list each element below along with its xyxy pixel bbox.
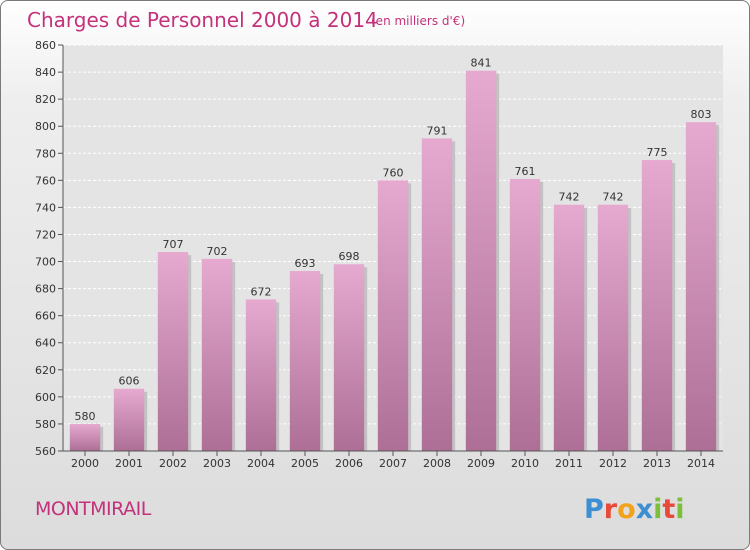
bar: [553, 204, 585, 451]
data-label: 742: [559, 191, 580, 204]
bar: [421, 138, 453, 451]
data-label: 803: [691, 108, 712, 121]
bar: [685, 122, 717, 451]
y-tick-label: 760: [35, 174, 56, 187]
city-name: MONTMIRAIL: [35, 498, 152, 520]
data-label: 606: [119, 375, 140, 388]
bar: [509, 178, 541, 452]
y-tick-label: 600: [35, 391, 56, 404]
chart-title: Charges de Personnel 2000 à 2014: [27, 8, 378, 32]
bars: [69, 70, 720, 452]
y-tick-label: 680: [35, 283, 56, 296]
y-tick-label: 860: [35, 39, 56, 52]
x-tick-label: 2005: [291, 457, 319, 470]
data-label: 707: [163, 238, 184, 251]
x-tick-label: 2009: [467, 457, 495, 470]
y-tick-label: 780: [35, 147, 56, 160]
logo-letter: r: [604, 494, 618, 525]
x-tick-label: 2007: [379, 457, 407, 470]
x-tick-label: 2008: [423, 457, 451, 470]
y-tick-label: 560: [35, 445, 56, 458]
data-label: 698: [339, 250, 360, 263]
x-tick-label: 2014: [687, 457, 715, 470]
bar: [113, 388, 145, 451]
logo-letter: P: [584, 494, 604, 525]
x-tick-label: 2010: [511, 457, 539, 470]
data-label: 693: [295, 257, 316, 270]
data-label: 742: [603, 191, 624, 204]
data-label: 580: [75, 410, 96, 423]
y-tick-label: 660: [35, 310, 56, 323]
y-tick-label: 800: [35, 120, 56, 133]
x-tick-label: 2000: [71, 457, 99, 470]
logo-letter: o: [617, 494, 636, 525]
y-tick-label: 580: [35, 418, 56, 431]
x-tick-label: 2006: [335, 457, 363, 470]
bar: [333, 264, 365, 451]
bar: [245, 299, 277, 451]
y-tick-label: 620: [35, 364, 56, 377]
bar: [465, 70, 497, 452]
bar: [377, 180, 409, 452]
data-label: 841: [471, 57, 492, 70]
y-tick-label: 700: [35, 256, 56, 269]
logo-letter: x: [636, 494, 653, 525]
x-tick-label: 2004: [247, 457, 275, 470]
proxiti-logo: Proxiti: [584, 494, 685, 525]
x-tick-label: 2001: [115, 457, 143, 470]
y-tick-label: 640: [35, 337, 56, 350]
bar: [641, 160, 673, 452]
logo-letter: i: [675, 494, 684, 525]
y-tick-label: 740: [35, 201, 56, 214]
bar: [157, 252, 189, 451]
x-tick-label: 2011: [555, 457, 583, 470]
x-axis-ticks: 2000 2001 2002 2003 2004 2005 2006 2007 2008 2009…: [71, 451, 715, 470]
bar: [289, 271, 321, 451]
data-label: 775: [647, 146, 668, 159]
y-tick-label: 820: [35, 93, 56, 106]
data-label: 702: [207, 245, 228, 258]
bar: [201, 258, 233, 451]
logo-letter: i: [653, 494, 662, 525]
x-tick-label: 2002: [159, 457, 187, 470]
bar: [597, 204, 629, 451]
y-tick-label: 840: [35, 66, 56, 79]
y-axis-ticks: 560 580 600 620 640 660 680 700 720 740 760 780 800 8…: [35, 39, 63, 458]
data-label: 761: [515, 165, 536, 178]
data-label: 760: [383, 166, 404, 179]
x-tick-label: 2012: [599, 457, 627, 470]
data-label: 791: [427, 124, 448, 137]
y-tick-label: 720: [35, 228, 56, 241]
x-tick-label: 2003: [203, 457, 231, 470]
data-label: 672: [251, 285, 272, 298]
bar: [69, 423, 101, 451]
data-labels: 580 606 707 702 672 693 698 760 791 841 761 742 742 7…: [75, 57, 712, 423]
logo-letter: t: [662, 494, 675, 525]
x-tick-label: 2013: [643, 457, 671, 470]
chart-subtitle: (en milliers d'€): [371, 14, 465, 28]
